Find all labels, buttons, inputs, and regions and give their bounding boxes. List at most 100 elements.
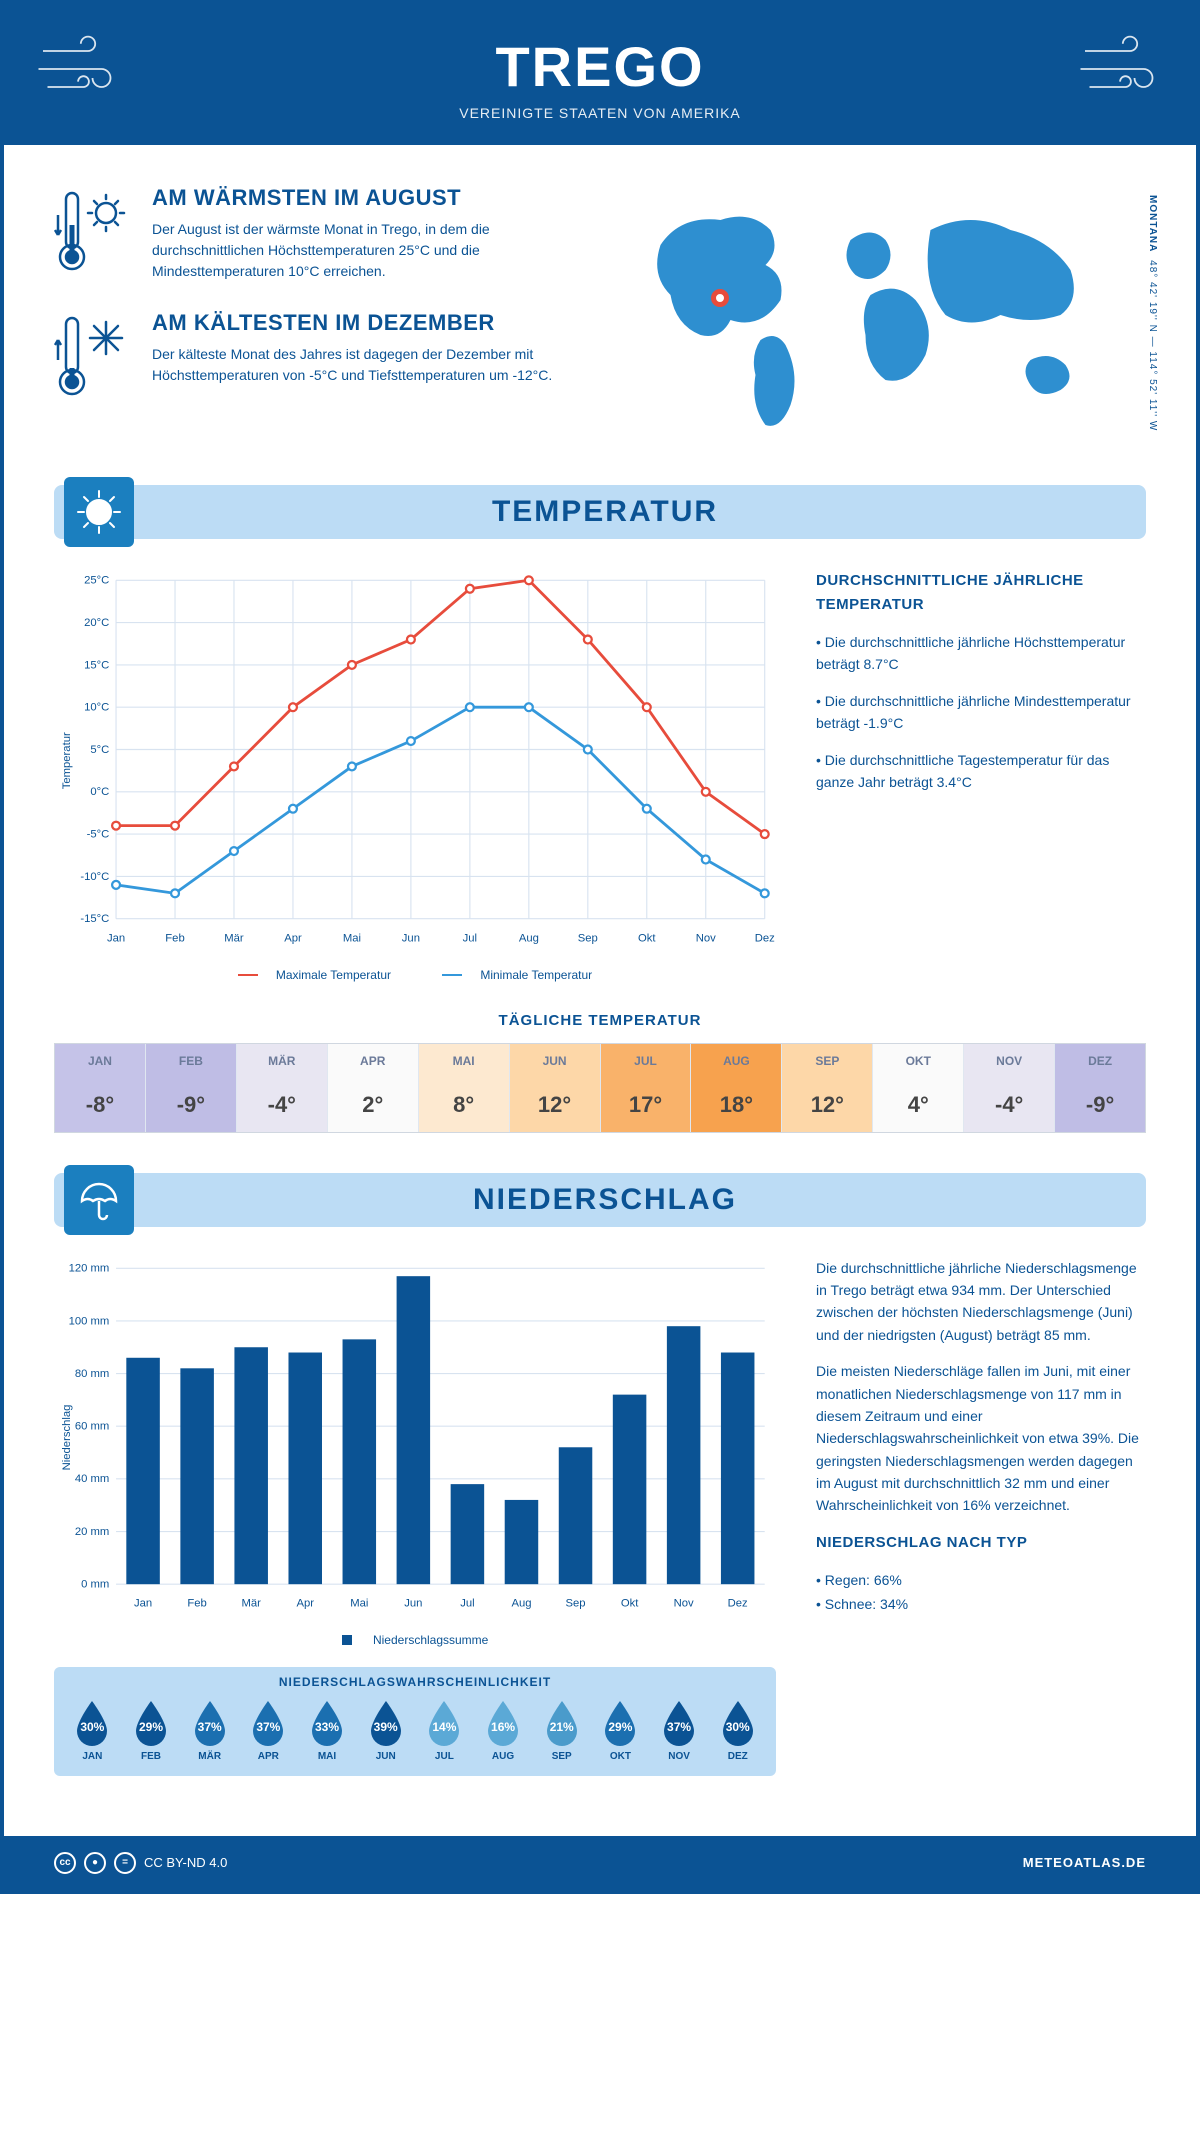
svg-text:Jun: Jun — [402, 932, 420, 944]
umbrella-icon — [64, 1165, 134, 1235]
svg-text:Mai: Mai — [343, 932, 361, 944]
svg-text:Feb: Feb — [187, 1597, 206, 1609]
coldest-title: AM KÄLTESTEN IM DEZEMBER — [152, 310, 585, 336]
temperature-title: TEMPERATUR — [154, 495, 1056, 529]
temp-cell: JAN-8° — [55, 1044, 146, 1132]
coldest-block: AM KÄLTESTEN IM DEZEMBER Der kälteste Mo… — [54, 310, 585, 400]
intro-section: AM WÄRMSTEN IM AUGUST Der August ist der… — [54, 185, 1146, 445]
header: TREGO VEREINIGTE STAATEN VON AMERIKA — [4, 4, 1196, 145]
precip-prob-cell: 21%SEP — [533, 1699, 590, 1762]
precip-prob-cell: 33%MAI — [299, 1699, 356, 1762]
svg-text:Nov: Nov — [696, 932, 716, 944]
daily-temp-title: TÄGLICHE TEMPERATUR — [54, 1012, 1146, 1029]
precip-section-header: NIEDERSCHLAG — [54, 1173, 1146, 1227]
svg-text:Nov: Nov — [674, 1597, 694, 1609]
svg-text:Dez: Dez — [728, 1597, 748, 1609]
cc-icon: cc — [54, 1852, 76, 1874]
svg-text:Sep: Sep — [565, 1597, 585, 1609]
svg-text:0 mm: 0 mm — [81, 1578, 109, 1590]
svg-text:60 mm: 60 mm — [75, 1420, 109, 1432]
svg-text:Sep: Sep — [578, 932, 598, 944]
svg-text:5°C: 5°C — [90, 744, 109, 756]
by-icon: ● — [84, 1852, 106, 1874]
temp-cell: APR2° — [328, 1044, 419, 1132]
thermometer-cold-icon — [54, 310, 134, 400]
license: cc ● = CC BY-ND 4.0 — [54, 1852, 227, 1874]
svg-text:20°C: 20°C — [84, 617, 109, 629]
svg-text:Jul: Jul — [463, 932, 477, 944]
svg-text:Jan: Jan — [107, 932, 125, 944]
temperature-summary: DURCHSCHNITTLICHE JÄHRLICHE TEMPERATUR •… — [816, 569, 1146, 982]
page-title: TREGO — [24, 34, 1176, 99]
svg-text:Jan: Jan — [134, 1597, 152, 1609]
sun-icon — [64, 477, 134, 547]
precip-prob-cell: 14%JUL — [416, 1699, 473, 1762]
precip-prob-cell: 30%DEZ — [709, 1699, 766, 1762]
wind-icon — [34, 29, 124, 109]
precip-prob-cell: 29%OKT — [592, 1699, 649, 1762]
svg-text:Feb: Feb — [165, 932, 184, 944]
svg-text:Aug: Aug — [519, 932, 539, 944]
svg-text:25°C: 25°C — [84, 575, 109, 587]
warmest-text: Der August ist der wärmste Monat in Treg… — [152, 219, 585, 282]
world-map: MONTANA 48° 42' 19'' N — 114° 52' 11'' W — [615, 185, 1146, 445]
svg-text:Dez: Dez — [755, 932, 775, 944]
page-subtitle: VEREINIGTE STAATEN VON AMERIKA — [24, 105, 1176, 121]
temp-cell: SEP12° — [782, 1044, 873, 1132]
svg-text:0°C: 0°C — [90, 786, 109, 798]
svg-text:Mär: Mär — [224, 932, 244, 944]
world-map-svg — [615, 185, 1146, 445]
temperature-legend: Maximale Temperatur Minimale Temperatur — [54, 968, 776, 982]
svg-text:Mär: Mär — [241, 1597, 261, 1609]
temp-cell: JUN12° — [510, 1044, 601, 1132]
temp-cell: FEB-9° — [146, 1044, 237, 1132]
site-name: METEOATLAS.DE — [1023, 1855, 1146, 1870]
warmest-block: AM WÄRMSTEN IM AUGUST Der August ist der… — [54, 185, 585, 282]
svg-text:Jul: Jul — [460, 1597, 474, 1609]
precip-prob-cell: 39%JUN — [357, 1699, 414, 1762]
svg-text:Okt: Okt — [621, 1597, 639, 1609]
temp-cell: JUL17° — [601, 1044, 692, 1132]
temp-cell: NOV-4° — [964, 1044, 1055, 1132]
precip-prob-cell: 37%MÄR — [181, 1699, 238, 1762]
climate-infographic: TREGO VEREINIGTE STAATEN VON AMERIKA AM … — [0, 0, 1200, 1894]
svg-text:Aug: Aug — [511, 1597, 531, 1609]
precip-probability-panel: NIEDERSCHLAGSWAHRSCHEINLICHKEIT 30%JAN29… — [54, 1667, 776, 1776]
temp-cell: OKT4° — [873, 1044, 964, 1132]
precip-prob-cell: 30%JAN — [64, 1699, 121, 1762]
svg-text:120 mm: 120 mm — [69, 1262, 110, 1274]
thermometer-hot-icon — [54, 185, 134, 275]
temperature-section-header: TEMPERATUR — [54, 485, 1146, 539]
precip-bar-chart: 0 mm 20 mm 40 mm 60 mm 80 mm 100 mm 120 mm Nied… — [54, 1257, 776, 1618]
svg-text:Niederschlag: Niederschlag — [61, 1404, 73, 1470]
svg-text:10°C: 10°C — [84, 702, 109, 714]
temp-cell: AUG18° — [691, 1044, 782, 1132]
precip-title: NIEDERSCHLAG — [154, 1183, 1056, 1217]
coldest-text: Der kälteste Monat des Jahres ist dagege… — [152, 344, 585, 386]
precip-legend: Niederschlagssumme — [54, 1633, 776, 1647]
footer: cc ● = CC BY-ND 4.0 METEOATLAS.DE — [4, 1836, 1196, 1890]
daily-temperature-table: JAN-8°FEB-9°MÄR-4°APR2°MAI8°JUN12°JUL17°… — [54, 1043, 1146, 1133]
precip-prob-cell: 37%APR — [240, 1699, 297, 1762]
temp-cell: MAI8° — [419, 1044, 510, 1132]
svg-text:Okt: Okt — [638, 932, 656, 944]
wind-icon — [1076, 29, 1166, 109]
svg-text:-5°C: -5°C — [87, 828, 110, 840]
precip-prob-cell: 29%FEB — [123, 1699, 180, 1762]
temp-cell: DEZ-9° — [1055, 1044, 1145, 1132]
nd-icon: = — [114, 1852, 136, 1874]
precip-prob-cell: 16%AUG — [475, 1699, 532, 1762]
svg-text:15°C: 15°C — [84, 659, 109, 671]
location-marker — [711, 289, 729, 307]
svg-text:80 mm: 80 mm — [75, 1368, 109, 1380]
svg-text:100 mm: 100 mm — [69, 1315, 110, 1327]
svg-text:-15°C: -15°C — [80, 913, 109, 925]
svg-text:Apr: Apr — [296, 1597, 314, 1609]
temperature-line-chart: -15°C-10°C-5°C0°C5°C10°C15°C20°C25°CJanF… — [54, 569, 776, 953]
warmest-title: AM WÄRMSTEN IM AUGUST — [152, 185, 585, 211]
svg-text:Mai: Mai — [350, 1597, 368, 1609]
svg-text:Temperatur: Temperatur — [61, 732, 73, 789]
svg-text:40 mm: 40 mm — [75, 1473, 109, 1485]
svg-text:20 mm: 20 mm — [75, 1525, 109, 1537]
svg-text:Jun: Jun — [404, 1597, 422, 1609]
